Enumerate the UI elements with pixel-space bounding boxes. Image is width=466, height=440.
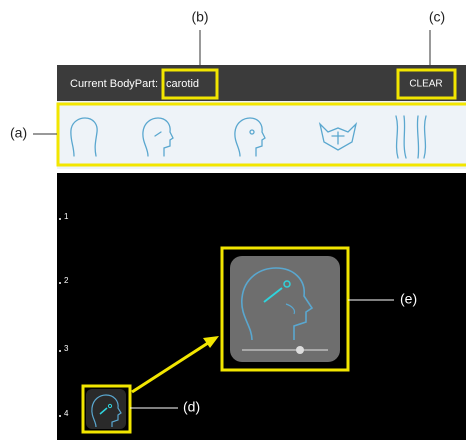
body-part-icon[interactable] — [318, 121, 358, 151]
probe-icon[interactable] — [86, 389, 126, 429]
header-label: Current BodyPart: — [70, 78, 158, 90]
highlight-box — [161, 68, 219, 100]
highlight-box — [396, 68, 457, 100]
ruler-dot — [59, 350, 61, 352]
clear-button[interactable]: CLEAR — [409, 79, 442, 90]
annotation-label: (d) — [183, 399, 200, 415]
slider-thumb[interactable] — [296, 346, 304, 354]
body-part-icon[interactable] — [395, 115, 427, 159]
ruler-dot — [59, 415, 61, 417]
ruler: 1 2 3 4 — [59, 212, 69, 418]
ruler-tick: 3 — [64, 344, 69, 353]
body-part-icon[interactable] — [70, 117, 98, 157]
body-part: carotid — [166, 78, 199, 90]
highlight-box — [56, 102, 466, 167]
ruler-tick: 4 — [64, 409, 69, 418]
probe-panel — [230, 256, 340, 362]
ruler-tick: 2 — [64, 276, 69, 285]
arrow — [131, 341, 209, 394]
annotation-label: (a) — [10, 125, 27, 141]
ruler-dot — [59, 218, 61, 220]
annotation-label: (b) — [191, 9, 208, 25]
body-part-icon[interactable] — [142, 117, 174, 157]
highlight-box — [220, 246, 350, 372]
annotation-label: (c) — [429, 9, 445, 25]
highlight-box — [81, 384, 132, 434]
annotation-label: (e) — [400, 291, 417, 307]
ruler-tick: 1 — [64, 212, 69, 221]
ruler-dot — [59, 282, 61, 284]
body-part-icon[interactable] — [234, 117, 266, 157]
arrow-head — [203, 336, 219, 348]
